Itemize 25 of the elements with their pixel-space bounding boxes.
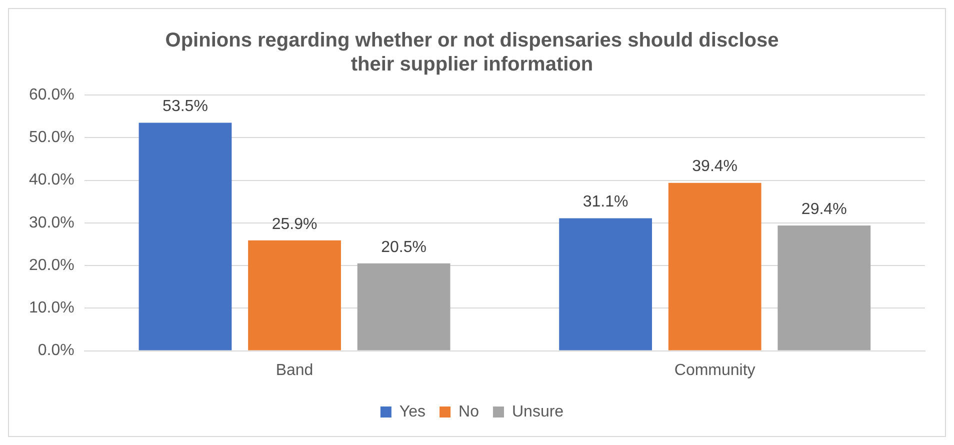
bar	[248, 240, 341, 350]
x-tick-label: Band	[276, 362, 314, 379]
legend-label: No	[458, 403, 480, 420]
bar	[138, 122, 232, 350]
y-tick-label: 50.0%	[28, 129, 74, 146]
data-label: 29.4%	[801, 200, 847, 218]
legend-label: Yes	[399, 403, 426, 420]
legend-label: Unsure	[512, 403, 564, 420]
data-label: 31.1%	[582, 194, 628, 211]
y-tick-label: 10.0%	[28, 300, 74, 317]
data-label: 20.5%	[381, 238, 426, 256]
y-tick-label: 30.0%	[28, 214, 74, 232]
bar	[668, 182, 762, 350]
bar	[778, 225, 871, 350]
data-label: 39.4%	[692, 158, 738, 176]
y-tick-label: 20.0%	[28, 256, 74, 274]
chart-title: Opinions regarding whether or not dispensaries should disclose their supplier information	[165, 30, 779, 76]
y-tick-label: 0.0%	[38, 342, 74, 360]
bar	[357, 263, 450, 350]
data-label: 53.5%	[162, 98, 208, 116]
bar	[559, 218, 652, 350]
y-tick-label: 60.0%	[28, 86, 74, 104]
y-tick-label: 40.0%	[28, 172, 74, 189]
x-tick-label: Community	[674, 362, 756, 379]
data-label: 25.9%	[272, 216, 318, 233]
